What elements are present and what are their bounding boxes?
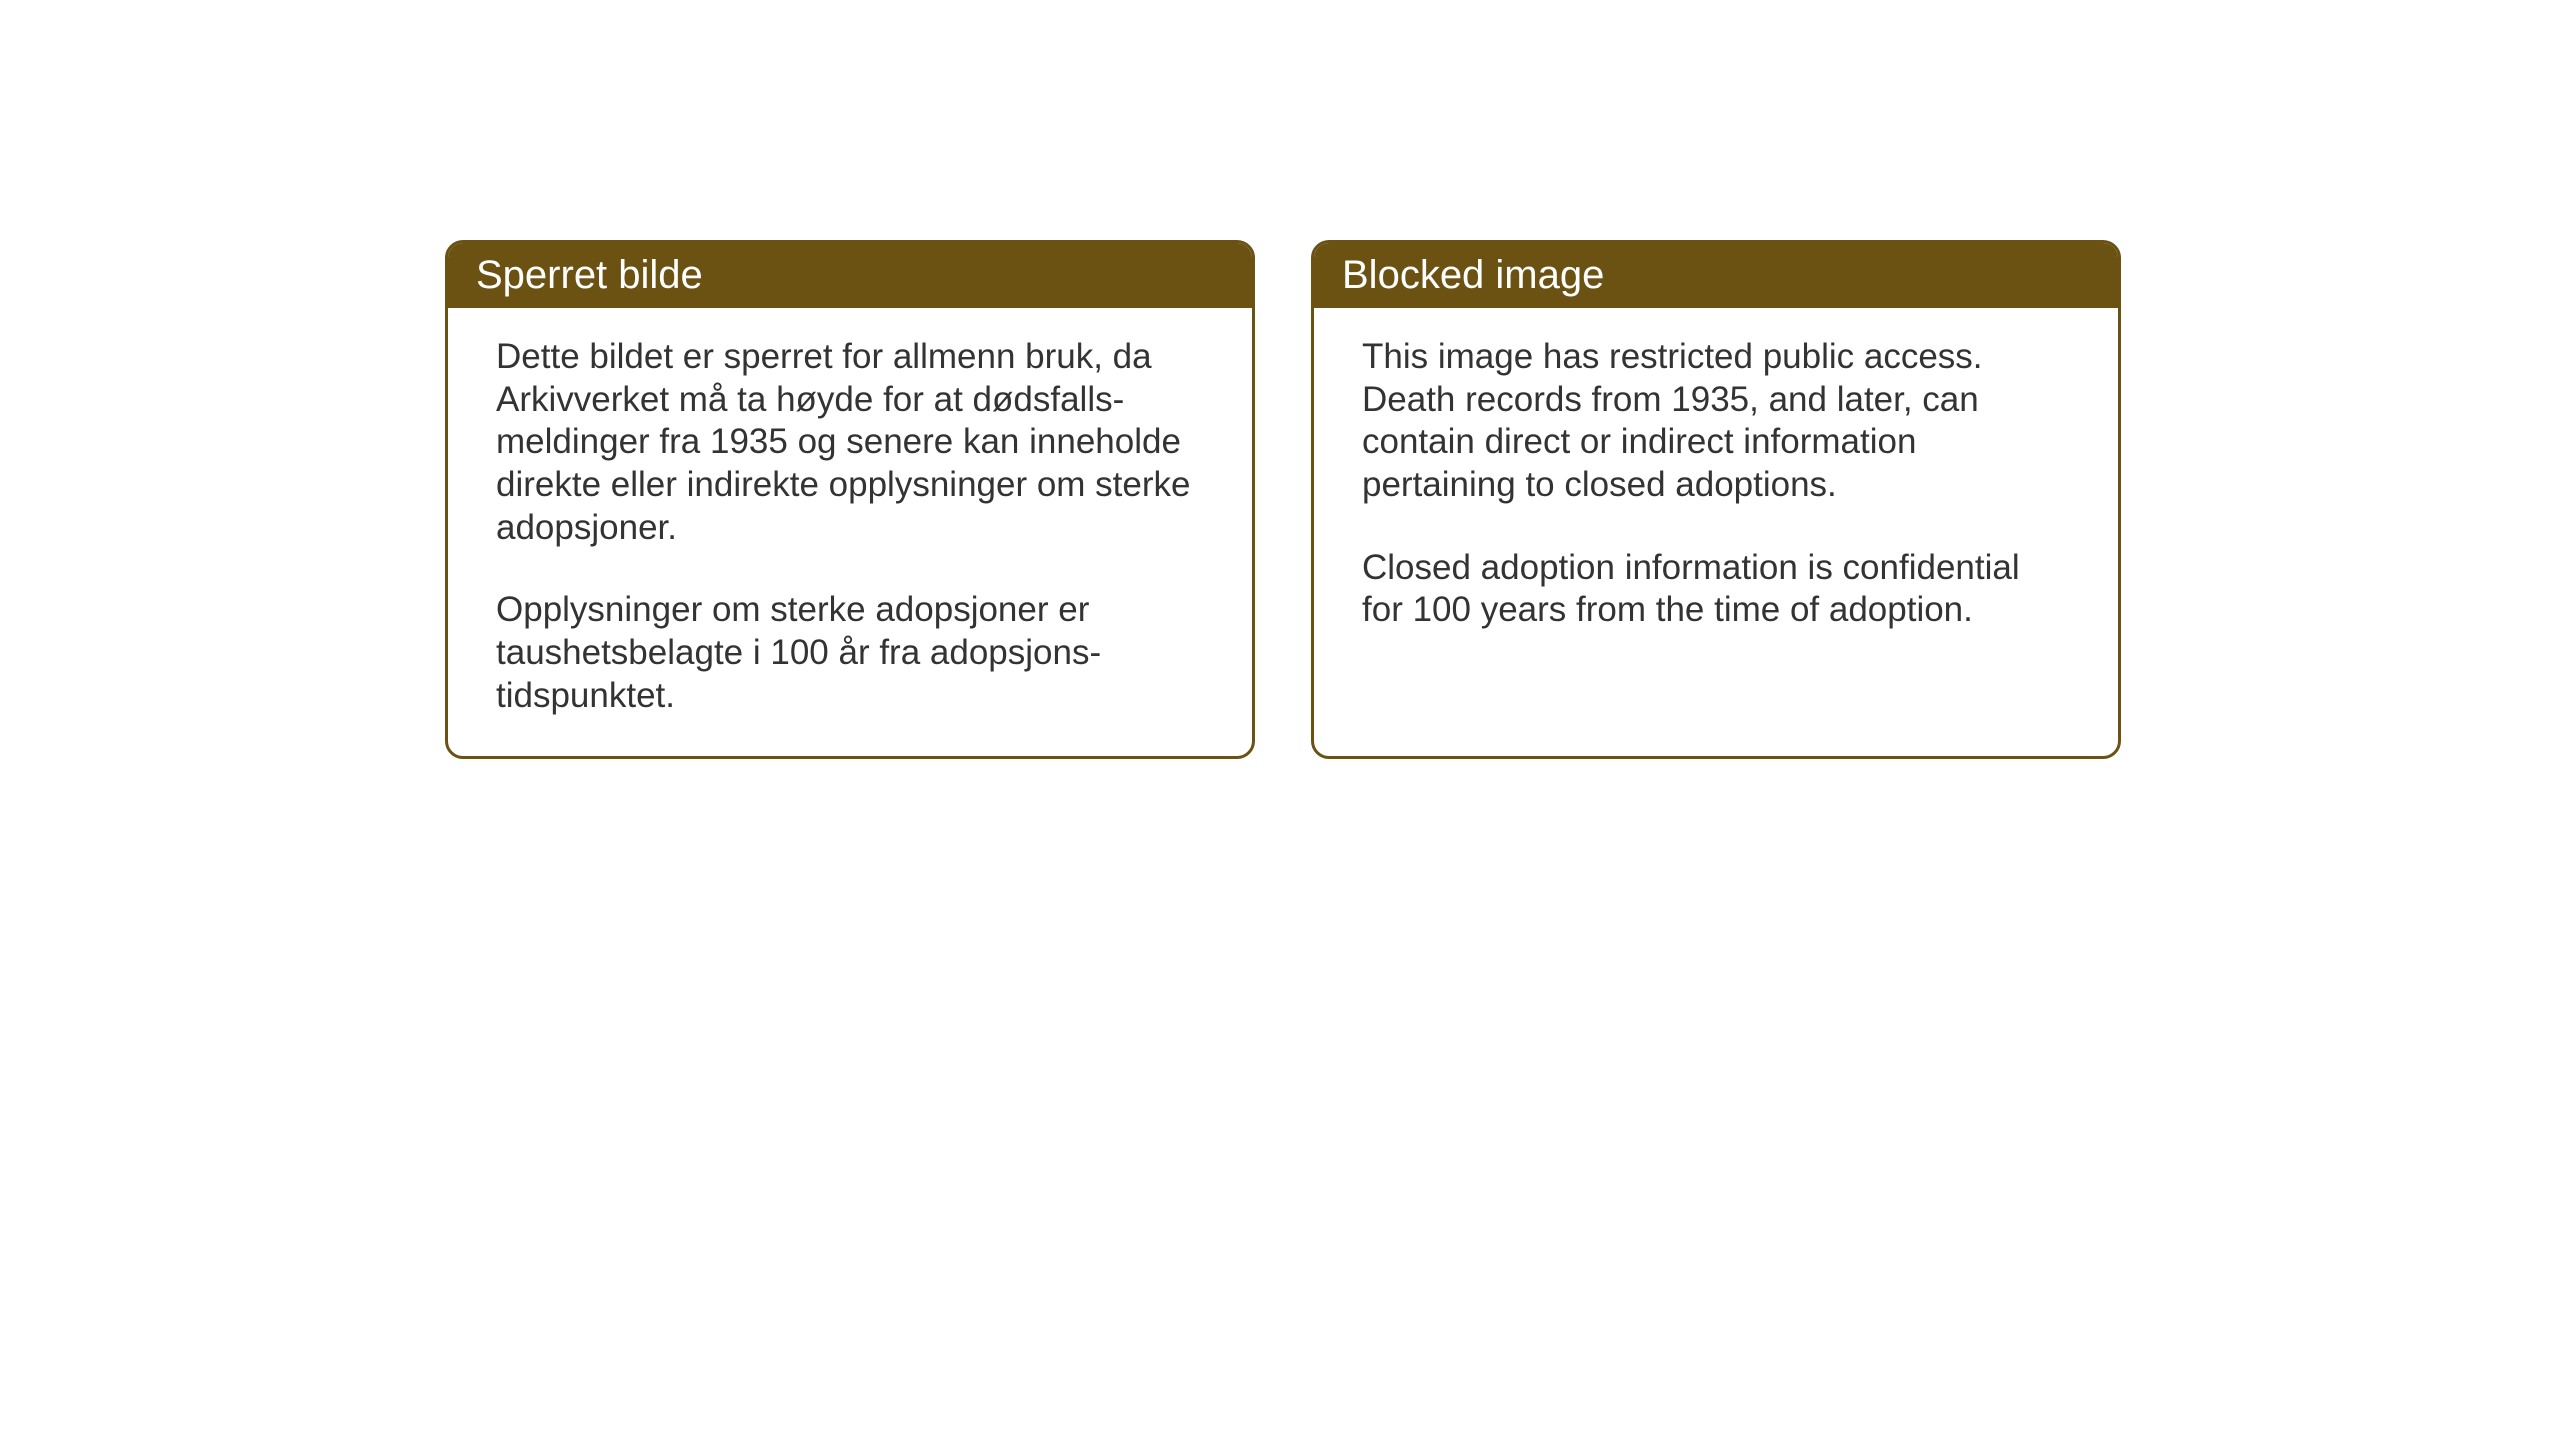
card-header-english: Blocked image xyxy=(1314,243,2118,308)
card-title-norwegian: Sperret bilde xyxy=(476,253,703,297)
card-title-english: Blocked image xyxy=(1342,253,1604,297)
card-body-english: This image has restricted public access.… xyxy=(1314,308,2118,698)
notice-card-norwegian: Sperret bilde Dette bildet er sperret fo… xyxy=(445,240,1255,759)
card-header-norwegian: Sperret bilde xyxy=(448,243,1252,308)
notice-card-english: Blocked image This image has restricted … xyxy=(1311,240,2121,759)
card-paragraph-1-english: This image has restricted public access.… xyxy=(1362,336,2070,507)
card-body-norwegian: Dette bildet er sperret for allmenn bruk… xyxy=(448,308,1252,756)
card-paragraph-1-norwegian: Dette bildet er sperret for allmenn bruk… xyxy=(496,336,1204,549)
card-paragraph-2-norwegian: Opplysninger om sterke adopsjoner er tau… xyxy=(496,589,1204,717)
notice-container: Sperret bilde Dette bildet er sperret fo… xyxy=(445,240,2121,759)
card-paragraph-2-english: Closed adoption information is confident… xyxy=(1362,547,2070,632)
